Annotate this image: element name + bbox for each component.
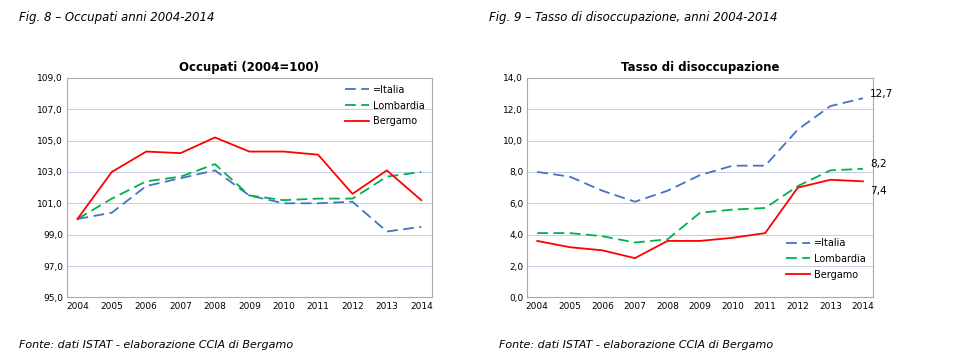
Text: 12,7: 12,7 [870,89,893,99]
Text: Fig. 9 – Tasso di disoccupazione, anni 2004-2014: Fig. 9 – Tasso di disoccupazione, anni 2… [489,11,778,24]
Legend: =Italia, Lombardia, Bergamo: =Italia, Lombardia, Bergamo [784,236,868,281]
Text: 8,2: 8,2 [870,159,886,170]
Text: Fonte: dati ISTAT - elaborazione CCIA di Bergamo: Fonte: dati ISTAT - elaborazione CCIA di… [499,341,773,350]
Title: Tasso di disoccupazione: Tasso di disoccupazione [620,61,780,74]
Title: Occupati (2004=100): Occupati (2004=100) [179,61,319,74]
Text: 7,4: 7,4 [870,186,886,196]
Text: Fig. 8 – Occupati anni 2004-2014: Fig. 8 – Occupati anni 2004-2014 [19,11,215,24]
Text: Fonte: dati ISTAT - elaborazione CCIA di Bergamo: Fonte: dati ISTAT - elaborazione CCIA di… [19,341,293,350]
Legend: =Italia, Lombardia, Bergamo: =Italia, Lombardia, Bergamo [343,83,427,128]
